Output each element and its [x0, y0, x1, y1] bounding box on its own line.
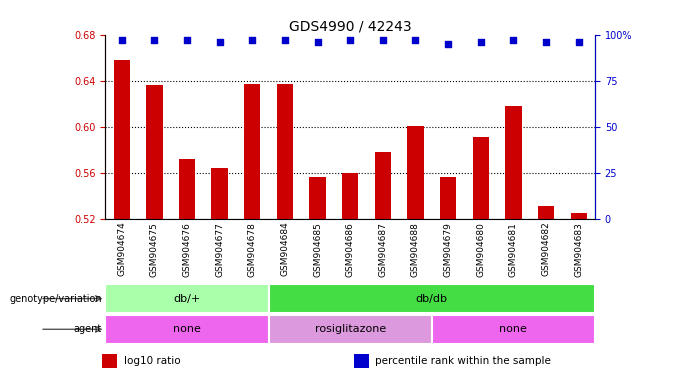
Point [410, 37, 421, 43]
Bar [105, 315, 269, 344]
Bar [244, 84, 260, 219]
Text: agent: agent [73, 324, 102, 334]
Bar [538, 206, 554, 219]
Bar [269, 315, 432, 344]
Text: percentile rank within the sample: percentile rank within the sample [375, 356, 551, 366]
Point [247, 37, 258, 43]
Bar [105, 284, 269, 313]
Point [182, 37, 192, 43]
Bar [571, 213, 587, 219]
Bar [269, 284, 595, 313]
Point [279, 37, 290, 43]
Text: log10 ratio: log10 ratio [124, 356, 180, 366]
Text: genotype/variation: genotype/variation [10, 293, 102, 304]
Point [508, 37, 519, 43]
Bar [309, 177, 326, 219]
Bar [211, 168, 228, 219]
Text: db/+: db/+ [173, 293, 201, 304]
Bar [440, 177, 456, 219]
Title: GDS4990 / 42243: GDS4990 / 42243 [289, 20, 411, 33]
Bar [342, 173, 358, 219]
Bar [375, 152, 391, 219]
Point [116, 37, 127, 43]
Point [475, 39, 486, 45]
Bar [354, 354, 369, 367]
Point [312, 39, 323, 45]
Bar [432, 315, 595, 344]
Point [214, 39, 225, 45]
Bar [407, 126, 424, 219]
Bar [146, 85, 163, 219]
Text: none: none [173, 324, 201, 334]
Bar [179, 159, 195, 219]
Point [443, 41, 454, 47]
Point [149, 37, 160, 43]
Text: rosiglitazone: rosiglitazone [315, 324, 386, 334]
Bar [277, 84, 293, 219]
Bar [505, 106, 522, 219]
Point [345, 37, 356, 43]
Text: none: none [500, 324, 527, 334]
Bar [102, 354, 117, 367]
Point [377, 37, 388, 43]
Point [541, 39, 551, 45]
Bar [473, 137, 489, 219]
Point [573, 39, 584, 45]
Bar [114, 60, 130, 219]
Text: db/db: db/db [415, 293, 448, 304]
